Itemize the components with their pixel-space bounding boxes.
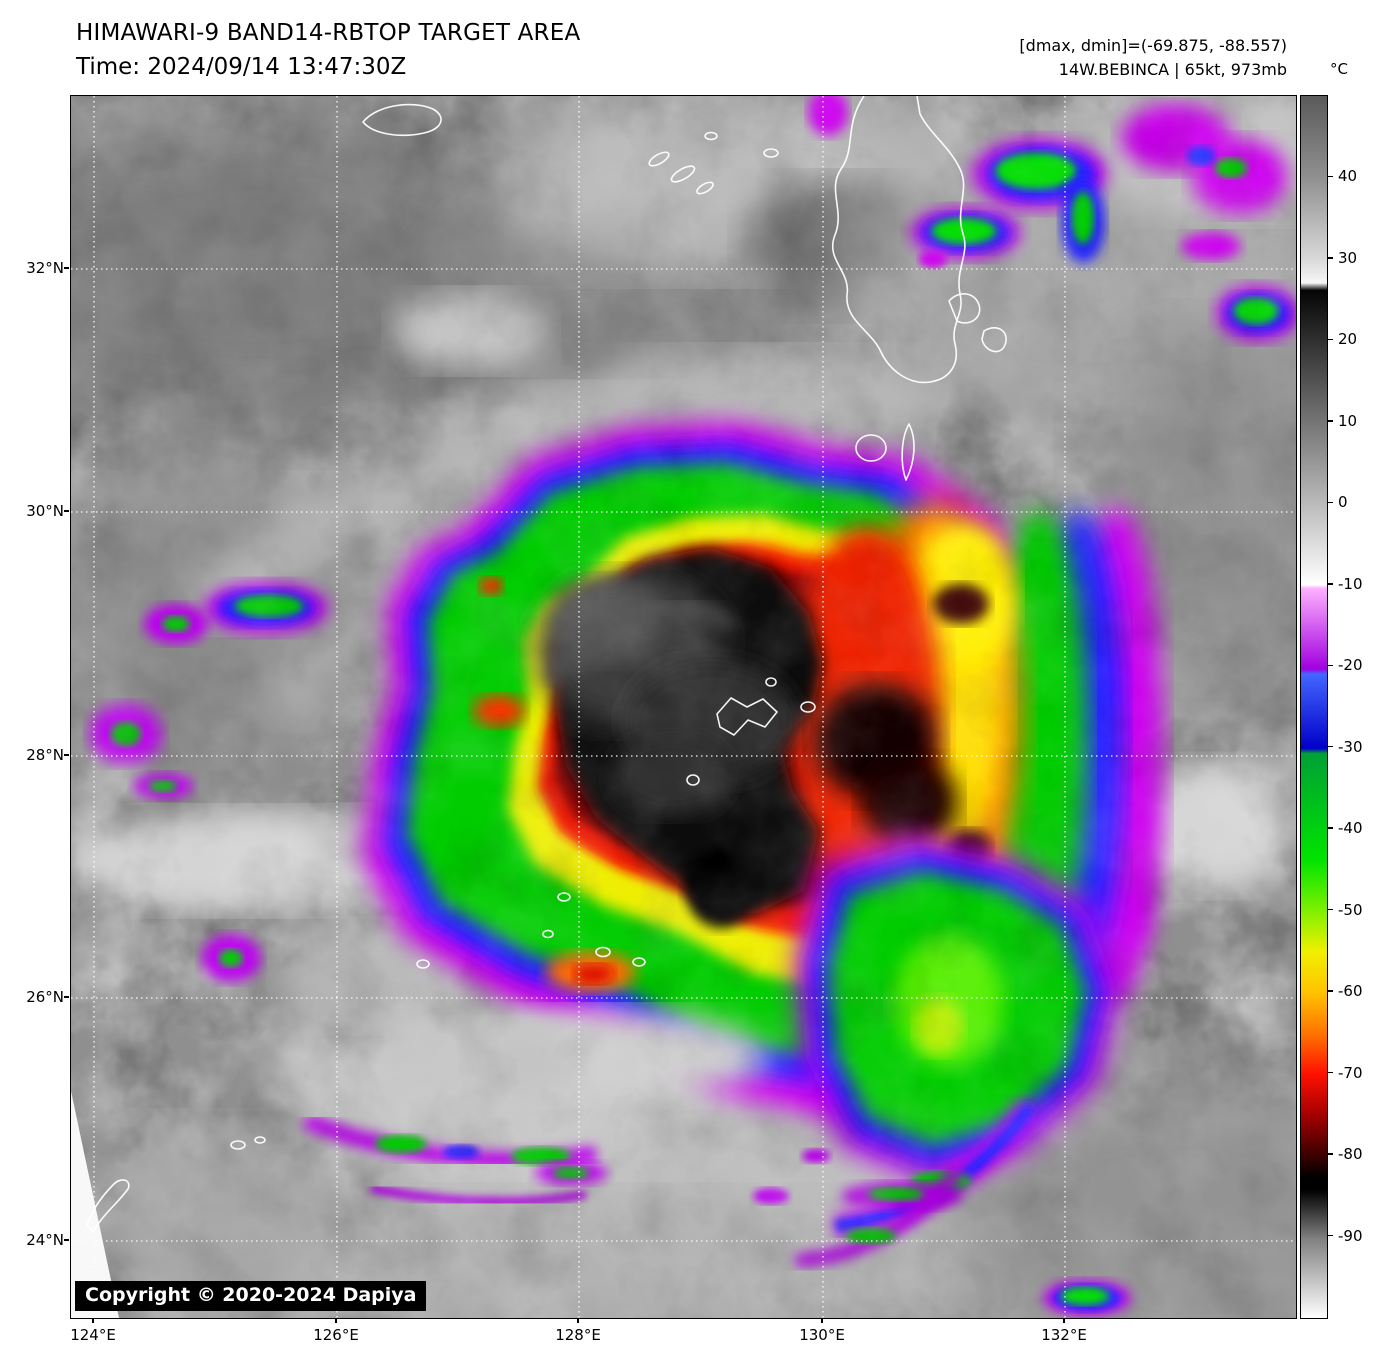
colorbar-tick-mark [1328,908,1333,911]
lon-tick-label: 130°E [799,1326,845,1344]
colorbar-tick-label: 20 [1338,330,1358,349]
lon-tick-mark [1063,1318,1065,1323]
lat-tick-mark [64,754,69,756]
lat-tick-mark [64,996,69,998]
lon-tick-mark [821,1318,823,1323]
colorbar-unit-label: °C [1330,60,1348,78]
lon-tick-label: 132°E [1041,1326,1087,1344]
typhoon-layer [71,96,1296,1318]
colorbar-tick-mark [1328,583,1333,585]
storm-info-label: 14W.BEBINCA | 65kt, 973mb [1058,60,1287,79]
colorbar-tick-mark [1328,1234,1333,1237]
colorbar-tick-label: 0 [1338,493,1348,512]
colorbar-tick-mark [1328,745,1333,748]
lon-tick-label: 126°E [313,1326,359,1344]
coastline-layer [86,96,1007,1233]
page-title: HIMAWARI-9 BAND14-RBTOP TARGET AREA [76,20,581,46]
colorbar-tick-mark [1328,501,1333,504]
lat-tick-mark [64,267,69,269]
colorbar-tick-label: 10 [1338,411,1358,430]
colorbar-tick-label: 40 [1338,167,1358,186]
colorbar-tick-mark [1328,827,1333,829]
colorbar [1300,95,1328,1319]
lat-tick-label: 24°N [26,1231,64,1249]
grid-layer [71,96,1296,1318]
scan-edge [71,1091,119,1318]
colorbar-tick-label: -40 [1338,819,1363,838]
colorbar-tick-label: -20 [1338,656,1363,675]
colorbar-tick-label: -80 [1338,1145,1363,1164]
satellite-map: Copyright © 2020-2024 Dapiya [70,95,1297,1319]
colorbar-tick-mark [1328,664,1333,667]
colorbar-tick-mark [1328,420,1333,422]
colorbar-tick-label: -90 [1338,1226,1363,1245]
colorbar-tick-mark [1328,1071,1333,1074]
lat-tick-label: 30°N [26,502,64,520]
lat-tick-label: 26°N [26,988,64,1006]
copyright-watermark: Copyright © 2020-2024 Dapiya [75,1281,427,1311]
lon-tick-label: 124°E [70,1326,116,1344]
colorbar-tick-label: 30 [1338,248,1358,267]
colorbar-tick-mark [1328,338,1333,341]
time-label: Time: 2024/09/14 13:47:30Z [76,54,407,80]
dmax-dmin-label: [dmax, dmin]=(-69.875, -88.557) [1019,36,1287,55]
lon-tick-mark [577,1318,579,1323]
colorbar-tick-mark [1328,175,1333,178]
lat-tick-mark [64,510,69,512]
colorbar-tick-label: -30 [1338,737,1363,756]
lon-tick-mark [92,1318,94,1323]
colorbar-tick-label: -50 [1338,900,1363,919]
colorbar-tick-mark [1328,257,1333,259]
colorbar-tick-mark [1328,1153,1333,1155]
lat-tick-label: 28°N [26,746,64,764]
lon-tick-mark [335,1318,337,1323]
lat-tick-label: 32°N [26,259,64,277]
satellite-image [71,96,1296,1318]
lon-tick-label: 128°E [555,1326,601,1344]
colorbar-tick-label: -60 [1338,982,1363,1001]
colorbar-tick-label: -70 [1338,1063,1363,1082]
lat-tick-mark [64,1239,69,1241]
colorbar-tick-mark [1328,990,1333,992]
colorbar-tick-label: -10 [1338,574,1363,593]
